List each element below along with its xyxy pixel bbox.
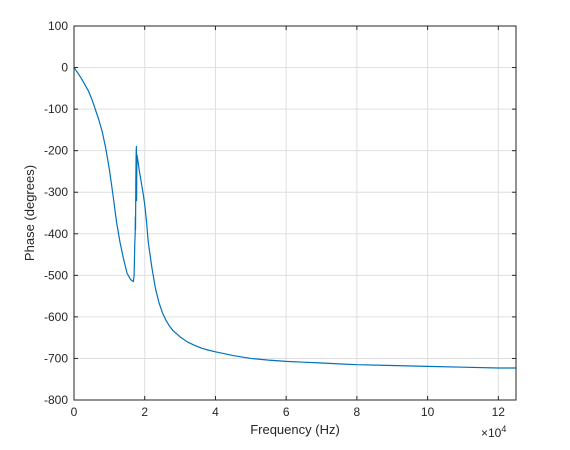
y-tick-label: -300 — [44, 185, 68, 199]
y-tick-label: -500 — [44, 268, 68, 282]
x-tick-label: 0 — [71, 405, 78, 419]
x-tick-label: 8 — [354, 405, 361, 419]
x-tick-label: 12 — [492, 405, 506, 419]
x-tick-label: 6 — [283, 405, 290, 419]
y-tick-label: -400 — [44, 227, 68, 241]
x-axis-label: Frequency (Hz) — [250, 422, 340, 437]
y-tick-label: -700 — [44, 351, 68, 365]
x-tick-label: 4 — [212, 405, 219, 419]
plot-background — [74, 26, 516, 400]
x-tick-label: 2 — [141, 405, 148, 419]
plot-frame — [73, 25, 517, 401]
x-axis-multiplier-base: ×10 — [481, 426, 502, 440]
x-axis-ticks: 0 2 4 6 8 10 12 — [71, 26, 506, 419]
y-axis-label: Phase (degrees) — [22, 165, 37, 261]
y-tick-label: -600 — [44, 310, 68, 324]
x-axis-multiplier-exponent: 4 — [501, 424, 506, 434]
phase-series-line — [73, 67, 516, 369]
series-group — [73, 67, 516, 369]
x-axis-multiplier: ×104 — [481, 424, 506, 440]
y-axis-ticks: 100 0 -100 -200 -300 -400 -500 -600 -700 -800 — [44, 19, 516, 407]
y-tick-label: -800 — [44, 393, 68, 407]
y-tick-label: 0 — [61, 61, 68, 75]
y-tick-label: 100 — [48, 19, 68, 33]
x-tick-label: 10 — [421, 405, 435, 419]
y-tick-label: -200 — [44, 144, 68, 158]
y-tick-label: -100 — [44, 102, 68, 116]
